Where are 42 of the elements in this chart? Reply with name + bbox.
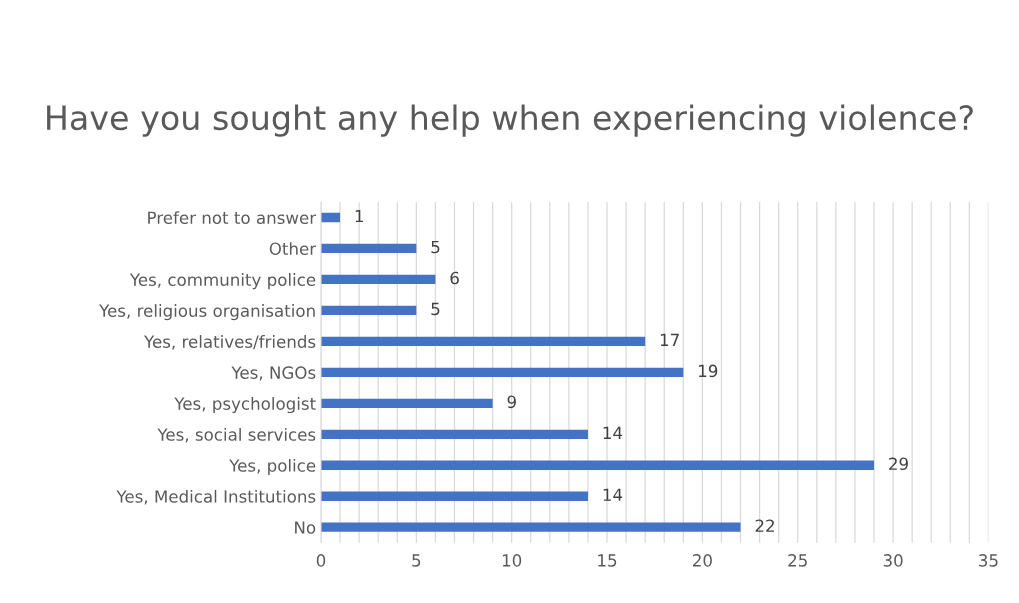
x-tick-label: 5 [412, 554, 421, 567]
data-label: 5 [431, 302, 440, 316]
y-tick-label: Yes, religious organisation [99, 304, 315, 321]
data-label: 1 [355, 209, 364, 223]
y-tick-label: Other [269, 242, 317, 256]
x-tick-label: 0 [316, 554, 326, 567]
chart-title: Have you sought any help when experiencing violence? [47, 104, 973, 137]
data-label: 6 [450, 271, 459, 285]
bar [320, 491, 588, 501]
y-tick-label: Prefer not to answer [148, 211, 317, 225]
bar [320, 398, 493, 408]
y-tick-label: Yes, community police [129, 273, 316, 290]
bar [320, 460, 875, 470]
x-tick-label: 10 [502, 554, 522, 567]
data-label: 14 [603, 426, 623, 439]
bar [320, 336, 646, 347]
data-label: 9 [507, 395, 516, 409]
y-tick-label: Yes, relatives/friends [144, 335, 316, 350]
x-tick-label: 20 [693, 554, 712, 567]
y-tick-label: Yes, NGOs [231, 366, 316, 381]
data-label: 14 [603, 488, 623, 501]
data-label: 29 [889, 457, 908, 471]
bar [320, 429, 588, 439]
x-tick-label: 15 [598, 554, 617, 567]
y-tick-label: Yes, psychologist [174, 396, 316, 414]
y-tick-label: No [295, 521, 316, 534]
bar [320, 305, 417, 316]
data-label: 5 [431, 240, 440, 254]
data-label: 17 [660, 333, 679, 346]
data-label: 22 [755, 519, 774, 532]
bar [320, 212, 341, 223]
bar [320, 367, 684, 377]
bar [320, 243, 417, 254]
bar [320, 274, 436, 285]
bar [320, 522, 741, 532]
x-tick-label: 25 [788, 554, 807, 567]
x-tick-label: 35 [979, 554, 998, 567]
data-label: 19 [699, 364, 718, 378]
y-tick-label: Yes, police [229, 458, 316, 476]
x-tick-label: 30 [883, 554, 903, 567]
y-tick-label: Yes, social services [157, 427, 316, 443]
y-tick-label: Yes, Medical Institutions [116, 489, 316, 505]
